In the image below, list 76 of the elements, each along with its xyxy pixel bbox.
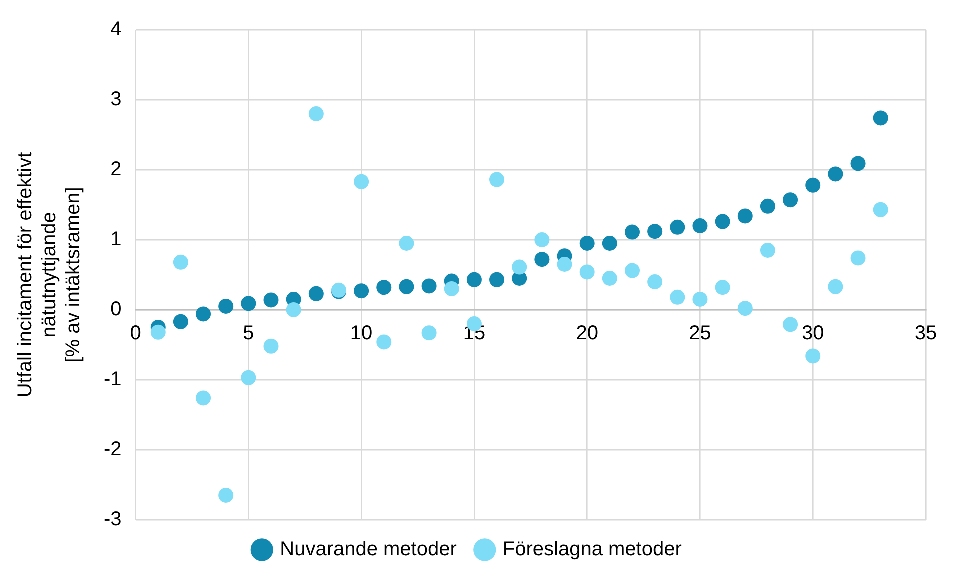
point (490, 172, 505, 188)
point (354, 174, 370, 190)
point (264, 292, 279, 308)
point (173, 254, 188, 270)
y-axis-title: Utfall incitament för effektivt nätutnyttjande [% av intäktsramen] (14, 152, 85, 398)
point (308, 286, 324, 302)
point (715, 214, 730, 230)
point (376, 334, 392, 350)
point (783, 317, 798, 332)
x-tick-label: 10 (350, 322, 373, 345)
point (534, 232, 550, 248)
point (670, 290, 686, 305)
point (173, 314, 188, 330)
point (196, 390, 212, 406)
point (624, 263, 640, 278)
y-tick-label: 0 (110, 298, 122, 321)
x-tick-label: 0 (130, 322, 142, 345)
y-tick-label: -2 (104, 438, 122, 461)
y-tick-label: 4 (110, 18, 122, 41)
point (399, 279, 414, 294)
x-tick-label: 5 (243, 322, 254, 345)
point (648, 224, 663, 240)
point (715, 280, 730, 296)
y-tick-label: 1 (110, 228, 122, 251)
y-tick-label: 2 (110, 158, 122, 181)
point (738, 208, 753, 224)
point (602, 236, 618, 251)
point (264, 338, 279, 354)
point (760, 243, 776, 258)
point (422, 278, 437, 294)
point (580, 264, 595, 280)
point (692, 218, 708, 234)
point (806, 348, 821, 364)
point (512, 260, 528, 275)
x-tick-label: 20 (576, 322, 598, 345)
point (241, 296, 256, 312)
y-tick-label: -3 (104, 508, 122, 531)
point (308, 106, 324, 122)
point (150, 324, 166, 340)
point (354, 284, 370, 299)
point (850, 156, 866, 172)
point (624, 224, 640, 240)
y-tick-label: 3 (110, 88, 122, 111)
point (828, 166, 844, 182)
point (783, 192, 798, 208)
x-tick-label: 25 (689, 322, 712, 345)
point (760, 198, 776, 214)
point (580, 236, 595, 251)
point (399, 236, 414, 251)
point (286, 302, 302, 318)
point (241, 370, 256, 386)
point (218, 299, 234, 314)
point (670, 220, 686, 235)
point (196, 306, 212, 322)
point (602, 271, 618, 286)
point (422, 326, 437, 341)
point (490, 272, 505, 288)
point (738, 301, 753, 316)
point (466, 272, 482, 288)
point (218, 488, 234, 503)
point (828, 279, 844, 294)
point (534, 252, 550, 268)
y-tick-label: -1 (104, 368, 122, 391)
x-tick-label: 30 (802, 322, 824, 345)
legend-label: Föreslagna metoder (502, 538, 682, 561)
point (806, 178, 821, 193)
point (873, 110, 888, 126)
legend-label: Nuvarande metoder (280, 538, 458, 561)
x-tick-label: 35 (914, 322, 938, 345)
point (376, 280, 392, 296)
point (444, 282, 460, 296)
point (873, 202, 888, 218)
point (692, 292, 708, 307)
point (557, 257, 572, 272)
point (850, 250, 866, 266)
point (648, 274, 663, 290)
